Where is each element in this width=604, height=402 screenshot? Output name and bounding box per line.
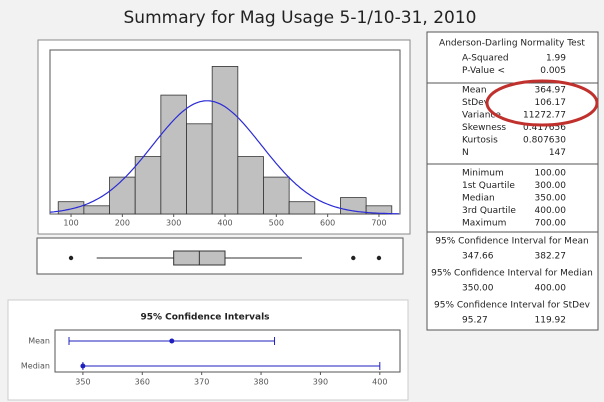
histogram-bar (109, 176, 136, 215)
interval-heading: 95% Confidence Interval for StDev (434, 301, 591, 311)
normal-curve (49, 100, 400, 215)
stat-label: Kurtosis (462, 136, 498, 146)
x-tick-label: 370 (194, 378, 209, 387)
x-tick-label: 700 (371, 219, 386, 228)
stat-label: Maximum (462, 219, 506, 229)
stat-label: 1st Quartile (462, 181, 515, 191)
stat-value: 350.00 (535, 194, 567, 204)
histogram-bar (186, 123, 213, 215)
stat-label: Mean (462, 86, 487, 96)
estimate-point (169, 338, 175, 344)
histogram-bar (160, 94, 187, 215)
stat-value: 300.00 (535, 181, 567, 191)
interval-heading: 95% Confidence Interval for Median (431, 269, 593, 279)
interval-area (54, 329, 401, 373)
interval-low: 350.00 (462, 284, 494, 294)
stats-panel (426, 31, 599, 331)
histogram-bar (237, 156, 264, 215)
x-tick-label: 500 (269, 219, 284, 228)
x-tick-label: 400 (217, 219, 232, 228)
stat-value: 400.00 (535, 206, 567, 216)
stat-label: Variance (462, 111, 501, 121)
histogram-bar (263, 176, 290, 215)
stat-value: 100.00 (535, 169, 567, 179)
stat-label: Skewness (462, 123, 506, 133)
interval-high: 119.92 (535, 316, 567, 326)
interval-high: 382.27 (535, 252, 567, 262)
x-tick-label: 390 (313, 378, 328, 387)
histogram-bar (83, 205, 110, 215)
stat-value: 1.99 (546, 54, 566, 64)
stat-label: StDev (462, 98, 490, 108)
interval-title: 95% Confidence Intervals (140, 313, 269, 323)
stat-label: Minimum (462, 169, 504, 179)
outlier (351, 255, 356, 261)
stat-value: 700.00 (535, 219, 567, 229)
x-tick-label: 100 (63, 219, 78, 228)
stat-value: 364.97 (535, 86, 567, 96)
page-title: Summary for Mag Usage 5-1/10-31, 2010 (124, 8, 477, 28)
interval-low: 95.27 (462, 316, 488, 326)
stat-label: Median (462, 194, 495, 204)
x-tick-label: 300 (166, 219, 181, 228)
interval-high: 400.00 (535, 284, 567, 294)
interval-low: 347.66 (462, 252, 494, 262)
y-category-label: Median (21, 362, 50, 371)
x-tick-label: 350 (75, 378, 90, 387)
interval-heading: 95% Confidence Interval for Mean (435, 237, 588, 247)
stats-rows: A-Squared 1.99 P-Value < 0.005 Mean 364.97 StD… (431, 54, 593, 326)
stat-value: 0.417656 (523, 123, 566, 133)
histogram-bar (211, 66, 239, 215)
x-tick-label: 380 (253, 378, 268, 387)
x-tick-label: 200 (115, 219, 130, 228)
stat-value: 11272.77 (523, 111, 566, 121)
stat-label: P-Value < (462, 66, 505, 76)
highlight-circle (485, 79, 599, 127)
stat-label: A-Squared (462, 54, 509, 64)
outlier (68, 255, 74, 261)
stat-label: N (462, 148, 469, 158)
x-tick-label: 400 (372, 378, 387, 387)
y-category-label: Mean (28, 337, 50, 346)
outlier (376, 255, 382, 261)
x-tick-label: 600 (320, 219, 335, 228)
stat-label: 3rd Quartile (462, 206, 516, 216)
histogram-bar (57, 201, 85, 215)
stat-value: 0.807630 (523, 136, 566, 146)
stat-value: 0.005 (540, 66, 566, 76)
histogram-bar (134, 156, 162, 215)
stat-value: 147 (549, 148, 566, 158)
histogram-bar (288, 201, 316, 215)
x-tick-label: 360 (135, 378, 150, 387)
stat-value: 106.17 (535, 98, 567, 108)
normality-title: Anderson-Darling Normality Test (439, 39, 585, 49)
estimate-point (80, 363, 86, 369)
